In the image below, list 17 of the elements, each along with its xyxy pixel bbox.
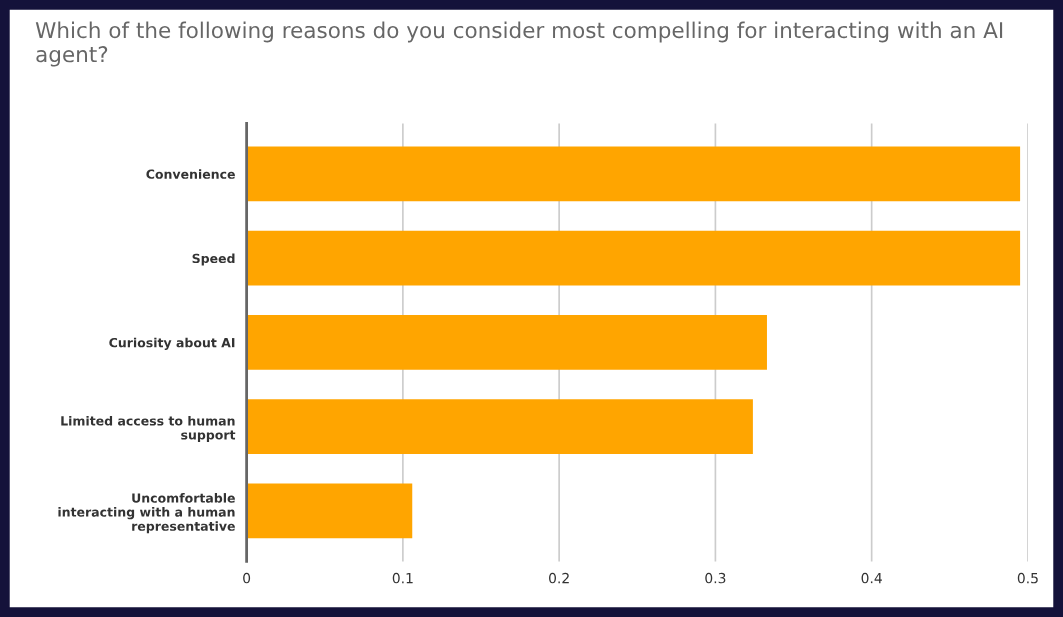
y-tick-label: Limited access to human support [61,415,236,442]
x-tick-label: 0.3 [705,572,726,584]
x-tick-label: 0.2 [549,572,569,584]
chart-title: Which of the following reasons do you consider most compelling for interacting with an AI agent? [35,21,1003,67]
y-tick-label: Uncomfortable interacting with a human representative [58,493,235,534]
x-tick-label: 0.4 [861,572,882,584]
x-tick-label: 0 [243,572,251,584]
y-tick-label: Convenience [146,169,235,179]
x-tick-label: 0.1 [392,572,413,584]
y-tick-label: Curiosity about AI [109,337,235,350]
x-tick-label: 0.5 [1017,572,1038,584]
bar [246,315,767,370]
bar [246,230,1021,286]
y-tick-label: Speed [192,253,235,266]
bar [246,146,1021,202]
bar [246,483,413,539]
bar [246,399,753,455]
